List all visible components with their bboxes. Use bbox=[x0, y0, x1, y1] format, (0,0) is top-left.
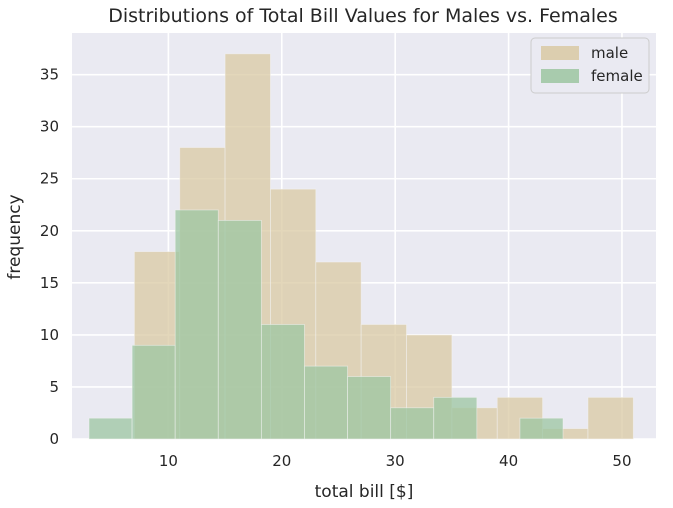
y-tick-label: 35 bbox=[40, 66, 59, 84]
y-tick-label: 30 bbox=[40, 118, 59, 136]
y-axis-label: frequency bbox=[5, 194, 25, 279]
legend: male female bbox=[530, 37, 650, 94]
bar-female bbox=[260, 324, 305, 440]
legend-swatch-male bbox=[541, 46, 579, 60]
bar-female bbox=[304, 365, 348, 440]
y-tick-label: 0 bbox=[49, 430, 59, 448]
y-tick-label: 25 bbox=[40, 170, 59, 188]
chart-title: Distributions of Total Bill Values for M… bbox=[108, 5, 618, 27]
histogram-bars bbox=[88, 53, 634, 440]
bar-female bbox=[174, 209, 219, 440]
bar-female bbox=[433, 396, 478, 440]
x-tick-label: 50 bbox=[612, 452, 631, 470]
y-tick-label: 20 bbox=[40, 222, 59, 240]
y-tick-label: 5 bbox=[49, 378, 59, 396]
bar-female bbox=[347, 376, 392, 440]
bar-female bbox=[131, 344, 176, 440]
legend-swatch-female bbox=[541, 69, 579, 83]
bar-female bbox=[390, 407, 435, 440]
legend-label-female: female bbox=[591, 67, 643, 85]
bar-male bbox=[587, 396, 634, 440]
x-tick-label: 30 bbox=[386, 452, 405, 470]
x-tick-label: 40 bbox=[499, 452, 518, 470]
tick-labels: 10 20 30 40 50 0 5 10 15 20 25 30 35 bbox=[40, 66, 632, 470]
bar-female bbox=[217, 219, 262, 440]
legend-label-male: male bbox=[591, 44, 628, 62]
bar-female bbox=[88, 417, 133, 440]
x-tick-label: 10 bbox=[159, 452, 178, 470]
y-tick-label: 10 bbox=[40, 326, 59, 344]
bar-female bbox=[519, 417, 564, 440]
y-tick-label: 15 bbox=[40, 274, 59, 292]
x-tick-label: 20 bbox=[272, 452, 291, 470]
x-axis-label: total bill [$] bbox=[315, 482, 414, 502]
